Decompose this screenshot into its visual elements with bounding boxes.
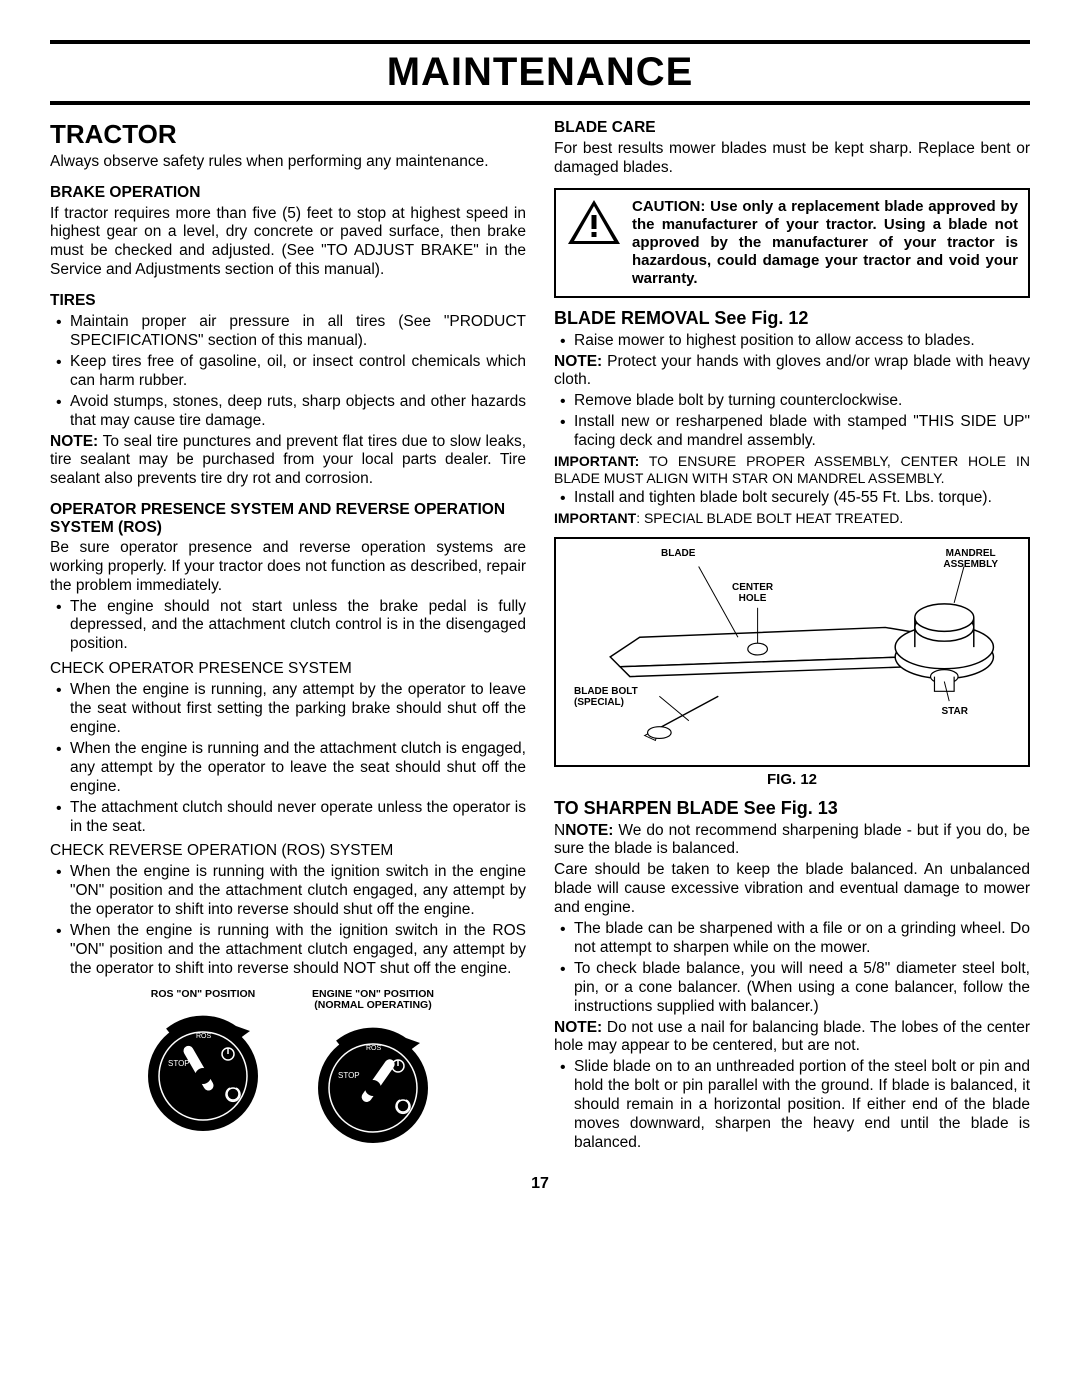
dial-row: ROS "ON" POSITION STOP ROS — [50, 989, 526, 1154]
left-column: TRACTOR Always observe safety rules when… — [50, 119, 526, 1155]
caution-text: CAUTION: Use only a replacement blade ap… — [632, 198, 1018, 288]
ros-list2: When the engine is running with the igni… — [50, 863, 526, 978]
brake-text: If tractor requires more than five (5) f… — [50, 205, 526, 281]
list-item: When the engine is running, any attempt … — [50, 681, 526, 738]
list-item: Keep tires free of gasoline, oil, or ins… — [50, 353, 526, 391]
caution-box: CAUTION: Use only a replacement blade ap… — [554, 188, 1030, 298]
sharpen-list: The blade can be sharpened with a file o… — [554, 920, 1030, 1017]
right-column: BLADE CARE For best results mower blades… — [554, 119, 1030, 1155]
ops-check-heading: CHECK OPERATOR PRESENCE SYSTEM — [50, 660, 526, 679]
list-item: Maintain proper air pressure in all tire… — [50, 313, 526, 351]
svg-text:ROS: ROS — [196, 1033, 212, 1040]
brake-heading: BRAKE OPERATION — [50, 184, 526, 203]
svg-text:STOP: STOP — [168, 1059, 190, 1068]
page-title: MAINTENANCE — [50, 50, 1030, 95]
list-item: When the engine is running and the attac… — [50, 740, 526, 797]
list-item: When the engine is running with the igni… — [50, 922, 526, 979]
removal-list2: Remove blade bolt by turning countercloc… — [554, 392, 1030, 451]
removal-note: NOTE: Protect your hands with gloves and… — [554, 353, 1030, 391]
sharpen-heading: TO SHARPEN BLADE See Fig. 13 — [554, 798, 1030, 820]
figure-12-box: BLADE MANDREL ASSEMBLY CENTER HOLE BLADE… — [554, 537, 1030, 767]
blade-diagram-icon — [556, 539, 1028, 765]
tractor-intro: Always observe safety rules when perform… — [50, 153, 526, 172]
ros-heading: OPERATOR PRESENCE SYSTEM AND REVERSE OPE… — [50, 501, 526, 537]
list-item: The engine should not start unless the b… — [50, 598, 526, 655]
ops-list: When the engine is running, any attempt … — [50, 681, 526, 836]
warning-icon — [566, 198, 622, 248]
sharpen-list2: Slide blade on to an unthreaded portion … — [554, 1058, 1030, 1153]
list-item: Slide blade on to an unthreaded portion … — [554, 1058, 1030, 1153]
tractor-heading: TRACTOR — [50, 119, 526, 151]
page-number: 17 — [50, 1175, 1030, 1193]
svg-text:STOP: STOP — [338, 1071, 360, 1080]
sharpen-note2: NOTE: Do not use a nail for balancing bl… — [554, 1019, 1030, 1057]
sharpen-text: Care should be taken to keep the blade b… — [554, 861, 1030, 918]
title-bar: MAINTENANCE — [50, 40, 1030, 105]
removal-list1: Raise mower to highest position to allow… — [554, 332, 1030, 351]
list-item: To check blade balance, you will need a … — [554, 960, 1030, 1017]
blade-care-text: For best results mower blades must be ke… — [554, 140, 1030, 178]
ros-intro: Be sure operator presence and reverse op… — [50, 539, 526, 596]
two-column-layout: TRACTOR Always observe safety rules when… — [50, 119, 1030, 1155]
tires-note: NOTE: To seal tire punctures and prevent… — [50, 433, 526, 490]
svg-text:ROS: ROS — [366, 1045, 382, 1052]
removal-list3: Install and tighten blade bolt securely … — [554, 489, 1030, 508]
ignition-dial-ros-icon: STOP ROS — [138, 1006, 268, 1136]
list-item: Raise mower to highest position to allow… — [554, 332, 1030, 351]
important1: IMPORTANT: TO ENSURE PROPER ASSEMBLY, CE… — [554, 453, 1030, 487]
sharpen-note: NNOTE: We do not recommend sharpening bl… — [554, 822, 1030, 860]
dial-ros: ROS "ON" POSITION STOP ROS — [138, 989, 268, 1154]
tires-heading: TIRES — [50, 292, 526, 311]
ros-list1: The engine should not start unless the b… — [50, 598, 526, 655]
dial-engine-label: ENGINE "ON" POSITION (NORMAL OPERATING) — [308, 989, 438, 1012]
ros-check-heading: CHECK REVERSE OPERATION (ROS) SYSTEM — [50, 842, 526, 861]
list-item: The blade can be sharpened with a file o… — [554, 920, 1030, 958]
dial-engine: ENGINE "ON" POSITION (NORMAL OPERATING) … — [308, 989, 438, 1154]
fig-label-star: STAR — [942, 707, 968, 718]
list-item: When the engine is running with the igni… — [50, 863, 526, 920]
list-item: Install new or resharpened blade with st… — [554, 413, 1030, 451]
list-item: Avoid stumps, stones, deep ruts, sharp o… — [50, 393, 526, 431]
important2: IMPORTANT: SPECIAL BLADE BOLT HEAT TREAT… — [554, 510, 1030, 527]
list-item: The attachment clutch should never opera… — [50, 799, 526, 837]
blade-care-heading: BLADE CARE — [554, 119, 1030, 138]
dial-ros-label: ROS "ON" POSITION — [138, 989, 268, 1001]
tires-list: Maintain proper air pressure in all tire… — [50, 313, 526, 430]
list-item: Remove blade bolt by turning countercloc… — [554, 392, 1030, 411]
removal-heading: BLADE REMOVAL See Fig. 12 — [554, 308, 1030, 330]
fig-label-blade: BLADE — [661, 549, 695, 560]
fig12-caption: FIG. 12 — [554, 771, 1030, 789]
fig-label-center-hole: CENTER HOLE — [732, 583, 773, 604]
ignition-dial-engine-icon: STOP ROS — [308, 1018, 438, 1148]
list-item: Install and tighten blade bolt securely … — [554, 489, 1030, 508]
fig-label-blade-bolt: BLADE BOLT (SPECIAL) — [574, 687, 638, 708]
fig-label-mandrel: MANDREL ASSEMBLY — [943, 549, 998, 570]
